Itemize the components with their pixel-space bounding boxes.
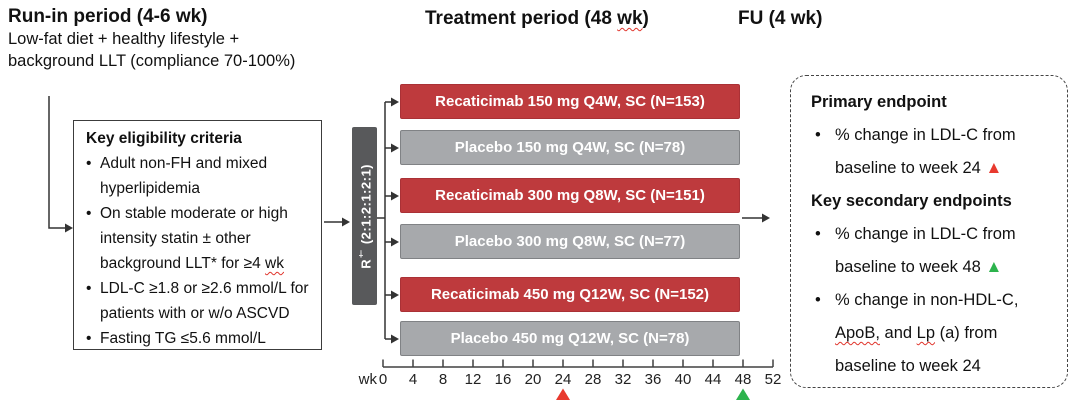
arrow-to-arm1-icon bbox=[391, 97, 399, 107]
arrow-to-eligibility-icon bbox=[65, 223, 73, 233]
treatment-period-title: Treatment period (48 wk) bbox=[425, 8, 649, 30]
week-tick-16: 16 bbox=[494, 371, 512, 388]
primary-endpoint-text: % change in LDL-C from baseline to week … bbox=[835, 126, 1016, 177]
arrow-to-arm2-icon bbox=[391, 143, 399, 153]
eligibility-item: Fasting TG ≤5.6 mmol/L bbox=[86, 326, 311, 351]
treatment-title-close: ) bbox=[642, 8, 649, 29]
arm-placebo-300-q8w: Placebo 300 mg Q8W, SC (N=77) bbox=[400, 224, 740, 259]
secondary-endpoint-text: (a) from baseline to week 24 bbox=[835, 324, 998, 375]
week-tick-52: 52 bbox=[764, 371, 782, 388]
arm-recaticimab-450-q12w: Recaticimab 450 mg Q12W, SC (N=152) bbox=[400, 277, 740, 312]
arrow-to-randomization-icon bbox=[342, 217, 350, 227]
week-tick-4: 4 bbox=[408, 371, 418, 388]
week-axis bbox=[382, 359, 774, 368]
week-tick-48: 48 bbox=[734, 371, 752, 388]
week-tick-20: 20 bbox=[524, 371, 542, 388]
runin-title: Run-in period (4-6 wk) bbox=[8, 6, 208, 27]
secondary-endpoints-title: Key secondary endpoints bbox=[811, 192, 1012, 210]
arrow-to-arm5-icon bbox=[391, 290, 399, 300]
randomization-label: R† (2:1:2:1:2:1) bbox=[356, 164, 373, 269]
week-tick-12: 12 bbox=[464, 371, 482, 388]
lp-squiggle: Lp bbox=[916, 324, 936, 342]
eligibility-item: Adult non-FH and mixed hyperlipidemia bbox=[86, 151, 311, 201]
secondary-endpoint-text: and bbox=[879, 324, 917, 342]
week-axis-unit: wk bbox=[358, 371, 377, 388]
eligibility-item-text: On stable moderate or high intensity sta… bbox=[100, 205, 288, 272]
secondary-endpoint-item: % change in LDL-C from baseline to week … bbox=[811, 218, 1053, 284]
arrow-to-arm4-icon bbox=[391, 237, 399, 247]
eligibility-box: Key eligibility criteria Adult non-FH an… bbox=[73, 120, 322, 351]
primary-endpoint-list: % change in LDL-C from baseline to week … bbox=[811, 119, 1053, 185]
eligibility-item-text: Fasting TG ≤5.6 mmol/L bbox=[100, 330, 266, 347]
secondary-endpoint-item: % change in non-HDL-C, ApoB, and Lp (a) … bbox=[811, 284, 1053, 383]
eligibility-item-text: LDL-C ≥1.8 or ≥2.6 mmol/L for patients w… bbox=[100, 280, 309, 322]
randomization-ratio: (2:1:2:1:2:1) bbox=[358, 163, 374, 248]
eligibility-item-text: Adult non-FH and mixed hyperlipidemia bbox=[100, 155, 268, 197]
week48-marker-icon bbox=[736, 388, 750, 400]
secondary-endpoint-text: % change in LDL-C from baseline to week … bbox=[835, 225, 1016, 276]
arrow-to-endpoints-icon bbox=[762, 213, 770, 223]
week-tick-36: 36 bbox=[644, 371, 662, 388]
endpoints-box: Primary endpoint % change in LDL-C from … bbox=[790, 75, 1068, 388]
green-triangle-icon: ▲ bbox=[985, 257, 1003, 276]
week-tick-40: 40 bbox=[674, 371, 692, 388]
arrow-to-arm3-icon bbox=[391, 191, 399, 201]
eligibility-item: On stable moderate or high intensity sta… bbox=[86, 201, 311, 276]
runin-line1: Low-fat diet + healthy lifestyle + bbox=[8, 30, 240, 48]
randomization-letter: R bbox=[358, 258, 374, 269]
week-tick-0: 0 bbox=[378, 371, 388, 388]
arrow-to-arm6-icon bbox=[391, 334, 399, 344]
arm-recaticimab-150-q4w: Recaticimab 150 mg Q4W, SC (N=153) bbox=[400, 84, 740, 119]
arm-placebo-450-q12w: Placebo 450 mg Q12W, SC (N=78) bbox=[400, 321, 740, 356]
arm-placebo-150-q4w: Placebo 150 mg Q4W, SC (N=78) bbox=[400, 130, 740, 165]
primary-endpoint-item: % change in LDL-C from baseline to week … bbox=[811, 119, 1053, 185]
eligibility-list: Adult non-FH and mixed hyperlipidemia On… bbox=[86, 151, 311, 351]
eligibility-item: LDL-C ≥1.8 or ≥2.6 mmol/L for patients w… bbox=[86, 276, 311, 326]
runin-line2: background LLT (compliance 70-100%) bbox=[8, 52, 296, 70]
arm-recaticimab-300-q8w: Recaticimab 300 mg Q8W, SC (N=151) bbox=[400, 178, 740, 213]
week24-marker-icon bbox=[556, 388, 570, 400]
primary-endpoint-title: Primary endpoint bbox=[811, 93, 947, 111]
randomization-dagger: † bbox=[355, 247, 366, 259]
treatment-title-squiggle: wk bbox=[617, 8, 643, 29]
week-tick-44: 44 bbox=[704, 371, 722, 388]
secondary-endpoint-text: % change in non-HDL-C, bbox=[835, 291, 1019, 309]
red-triangle-icon: ▲ bbox=[985, 158, 1003, 177]
eligibility-title: Key eligibility criteria bbox=[86, 130, 242, 147]
week-tick-24: 24 bbox=[554, 371, 572, 388]
week-tick-8: 8 bbox=[438, 371, 448, 388]
runin-header: Run-in period (4-6 wk) Low-fat diet + he… bbox=[8, 6, 295, 72]
week-tick-32: 32 bbox=[614, 371, 632, 388]
week-tick-28: 28 bbox=[584, 371, 602, 388]
fu-title: FU (4 wk) bbox=[738, 8, 823, 29]
eligibility-item-squiggle: wk bbox=[265, 255, 284, 272]
treatment-title-text: Treatment period (48 bbox=[425, 8, 618, 29]
secondary-endpoints-list: % change in LDL-C from baseline to week … bbox=[811, 218, 1053, 383]
randomization-bar: R† (2:1:2:1:2:1) bbox=[352, 127, 377, 305]
apob-squiggle: ApoB, bbox=[835, 324, 880, 342]
